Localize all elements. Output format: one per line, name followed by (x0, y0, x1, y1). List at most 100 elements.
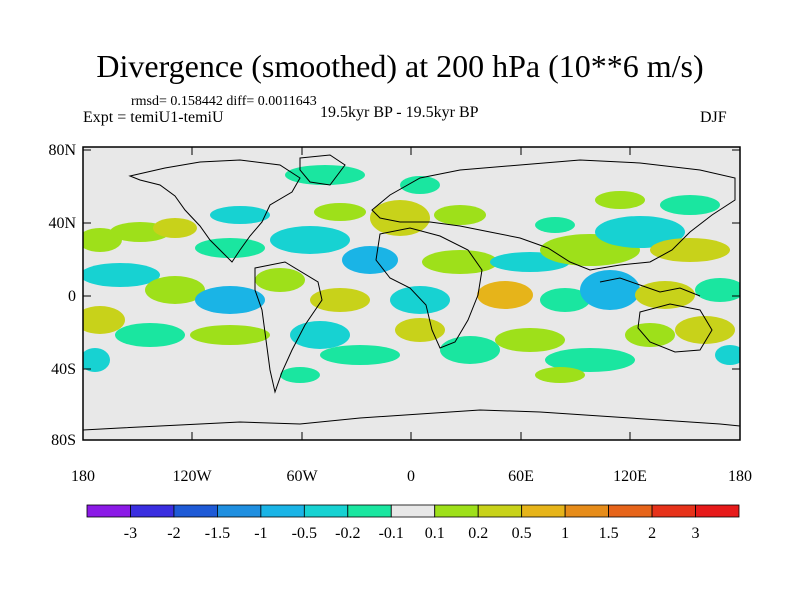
field-neg-region (695, 278, 740, 302)
colorbar-box (477, 504, 523, 518)
lon-label-180w: 180 (71, 468, 95, 485)
colorbar-label: 2 (648, 525, 656, 542)
colorbar-label: -2 (167, 525, 180, 542)
period-label: 19.5kyr BP - 19.5kyr BP (320, 104, 479, 121)
field-neg-region (280, 367, 320, 383)
lon-tick-marks (82, 147, 741, 440)
lat-label-40s: 40S (51, 361, 76, 378)
colorbar-box (521, 504, 566, 518)
coastline-maritime-continent (599, 277, 701, 297)
field-neg-region (535, 217, 575, 233)
colorbar-label: 3 (692, 525, 700, 542)
field-neg-region (400, 176, 440, 194)
field-pos-region (310, 288, 370, 312)
lat-label-80n: 80N (48, 142, 76, 159)
field-pos-region (477, 281, 533, 309)
colorbar-label: -3 (124, 525, 137, 542)
rmsd-diff-stats: rmsd= 0.158442 diff= 0.0011643 (131, 94, 317, 109)
colorbar-box (564, 504, 610, 518)
field-pos-region (153, 218, 197, 238)
colorbar-label: -1 (254, 525, 267, 542)
field-pos-region (83, 306, 125, 334)
lon-label-60e: 60E (508, 468, 534, 485)
field-pos-region (535, 367, 585, 383)
field-pos-region (190, 325, 270, 345)
field-neg-region (270, 226, 350, 254)
field-pos-region (395, 318, 445, 342)
colorbar-box (216, 504, 262, 518)
field-neg-region (540, 288, 590, 312)
field-neg-region (195, 286, 265, 314)
map-title: Divergence (smoothed) at 200 hPa (10**6 … (96, 48, 704, 84)
colorbar-box (608, 504, 653, 518)
field-neg-region (440, 336, 500, 364)
colorbar-label: 0.2 (468, 525, 488, 542)
colorbar-box (130, 504, 175, 518)
coastline-europe-asia (371, 159, 736, 271)
field-neg-region (83, 263, 160, 287)
colorbar-box (434, 504, 479, 518)
lon-label-60w: 60W (286, 468, 318, 485)
lon-label-120e: 120E (613, 468, 647, 485)
field-neg-region (195, 238, 265, 258)
field-pos-region (255, 268, 305, 292)
field-neg-region (342, 246, 398, 274)
coastlines (83, 154, 740, 431)
colorbar-box (303, 504, 349, 518)
colorbar-labels: -3 -2 -1.5 -1 -0.5 -0.2 -0.1 0.1 0.2 0.5 1 1.5 2 3 (124, 525, 700, 542)
field-neg-region (210, 206, 270, 224)
coastline-north-america (128, 159, 301, 263)
field-pos-region (145, 276, 205, 304)
colorbar-box (695, 504, 740, 518)
colorbar-box (86, 504, 131, 518)
lon-label-120w: 120W (172, 468, 212, 485)
field-pos-region (314, 203, 366, 221)
colorbar-label: 1 (561, 525, 569, 542)
colorbar-box (651, 504, 696, 518)
colorbar-label: -1.5 (205, 525, 230, 542)
colorbar-label: 0.1 (425, 525, 445, 542)
colorbar-box (390, 504, 436, 518)
field-neg-region (115, 323, 185, 347)
field-pos-region (650, 238, 730, 262)
experiment-label: Expt = temiU1-temiU (83, 109, 224, 126)
lat-label-80s: 80S (51, 432, 76, 449)
field-pos-region (595, 191, 645, 209)
field-pos-region (370, 200, 430, 236)
colorbar-label: -0.5 (292, 525, 317, 542)
colorbar-box (260, 504, 305, 518)
lon-label-180e: 180 (728, 468, 752, 485)
season-label: DJF (700, 109, 727, 126)
field-neg-region (290, 321, 350, 349)
field-pos-region (422, 250, 498, 274)
coastline-south-america (254, 261, 323, 394)
field-neg-region (595, 216, 685, 248)
field-neg-region (285, 165, 365, 185)
lat-label-40n: 40N (48, 215, 76, 232)
field-pos-region (635, 281, 695, 309)
lat-label-eq: 0 (68, 288, 76, 305)
colorbar (86, 504, 740, 518)
field-neg-region (390, 286, 450, 314)
field-neg-region (83, 348, 110, 372)
field-neg-region (660, 195, 720, 215)
colorbar-box (173, 504, 218, 518)
colorbar-label: 0.5 (512, 525, 532, 542)
field-pos-region (495, 328, 565, 352)
coastline-africa (375, 227, 483, 349)
colorbar-label: -0.2 (335, 525, 360, 542)
coastline-australia (637, 303, 713, 353)
colorbar-label: -0.1 (379, 525, 404, 542)
field-pos-region (625, 323, 675, 347)
field-pos-region (675, 316, 735, 344)
colorbar-label: 1.5 (599, 525, 619, 542)
field-neg-region (545, 348, 635, 372)
field-neg-region (580, 270, 640, 310)
field-neg-region (320, 345, 400, 365)
field-neg-region (715, 345, 740, 365)
field-pos-region (434, 205, 486, 225)
coastline-antarctica (83, 409, 740, 431)
colorbar-box (347, 504, 392, 518)
lat-tick-marks (83, 149, 740, 441)
